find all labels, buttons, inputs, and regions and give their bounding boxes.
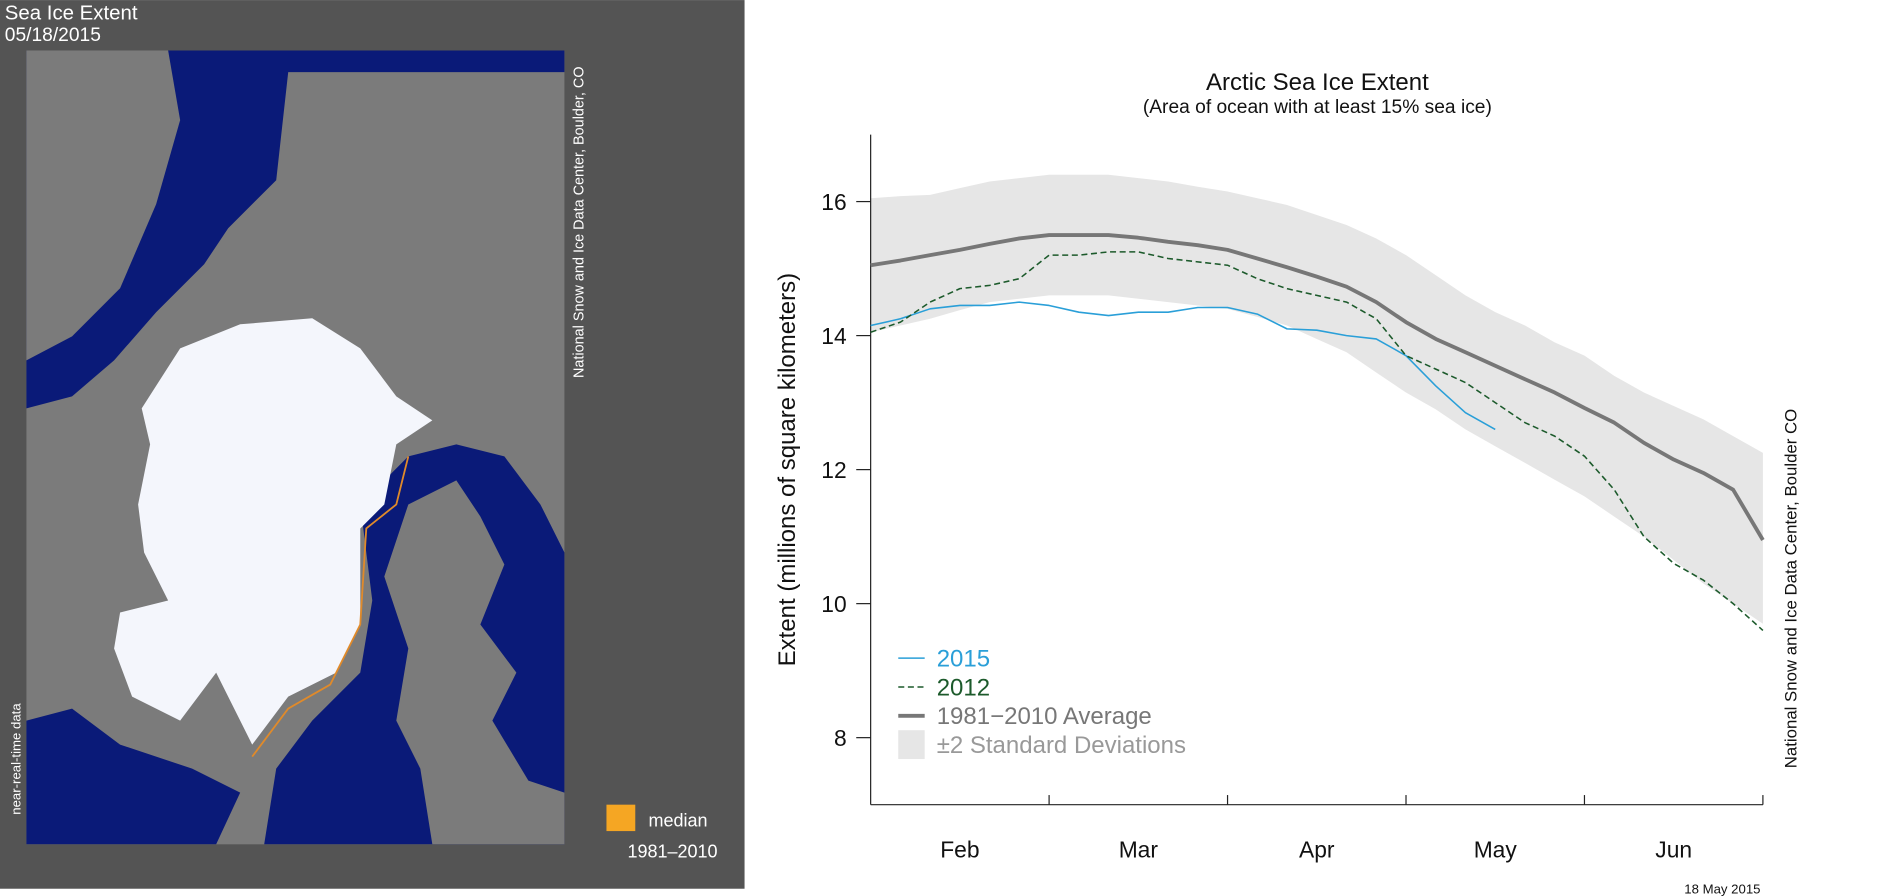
date-stamp: 18 May 2015: [1684, 882, 1760, 896]
y-tick-label: 12: [821, 457, 846, 483]
std-band: [870, 174, 1763, 624]
legend-label: 1981−2010 Average: [937, 703, 1152, 730]
map-panel: Sea Ice Extent 05/18/2015 National Snow …: [0, 0, 745, 889]
legend-label: ±2 Standard Deviations: [937, 732, 1186, 759]
chart-credit: National Snow and Ice Data Center, Bould…: [1782, 409, 1801, 768]
y-tick-label: 14: [821, 323, 847, 349]
ocean: [26, 708, 241, 845]
legend-label: 2015: [937, 646, 990, 673]
series-line: [870, 301, 1496, 431]
median-swatch: [606, 804, 636, 832]
series-line: [870, 233, 1765, 541]
legend-swatch: [898, 730, 925, 760]
y-tick-label: 8: [834, 725, 847, 751]
map-title: Sea Ice Extent: [5, 2, 138, 24]
map-credit: National Snow and Ice Data Center, Bould…: [572, 66, 588, 378]
land: [384, 480, 565, 845]
map-date: 05/18/2015: [5, 25, 101, 46]
x-tick-label: Apr: [1299, 837, 1335, 863]
map-legend-label: median: [648, 810, 707, 830]
x-tick-label: Mar: [1119, 837, 1159, 863]
x-tick-label: May: [1474, 837, 1518, 863]
map-note: near-real-time data: [8, 703, 23, 815]
land: [26, 50, 181, 361]
map-legend-period: 1981–2010: [627, 842, 717, 862]
legend-label: 2012: [937, 674, 990, 701]
chart-title: Arctic Sea Ice Extent: [1206, 69, 1429, 96]
chart: Arctic Sea Ice Extent (Area of ocean wit…: [774, 69, 1801, 896]
y-tick-label: 16: [821, 189, 846, 215]
x-tick-label: Jun: [1655, 837, 1692, 863]
median-line: [251, 456, 410, 758]
y-axis-label: Extent (millions of square kilometers): [774, 273, 801, 666]
series-line: [870, 251, 1764, 631]
x-tick-label: Feb: [940, 837, 979, 863]
y-tick-label: 10: [821, 591, 846, 617]
chart-subtitle: (Area of ocean with at least 15% sea ice…: [1143, 97, 1492, 118]
